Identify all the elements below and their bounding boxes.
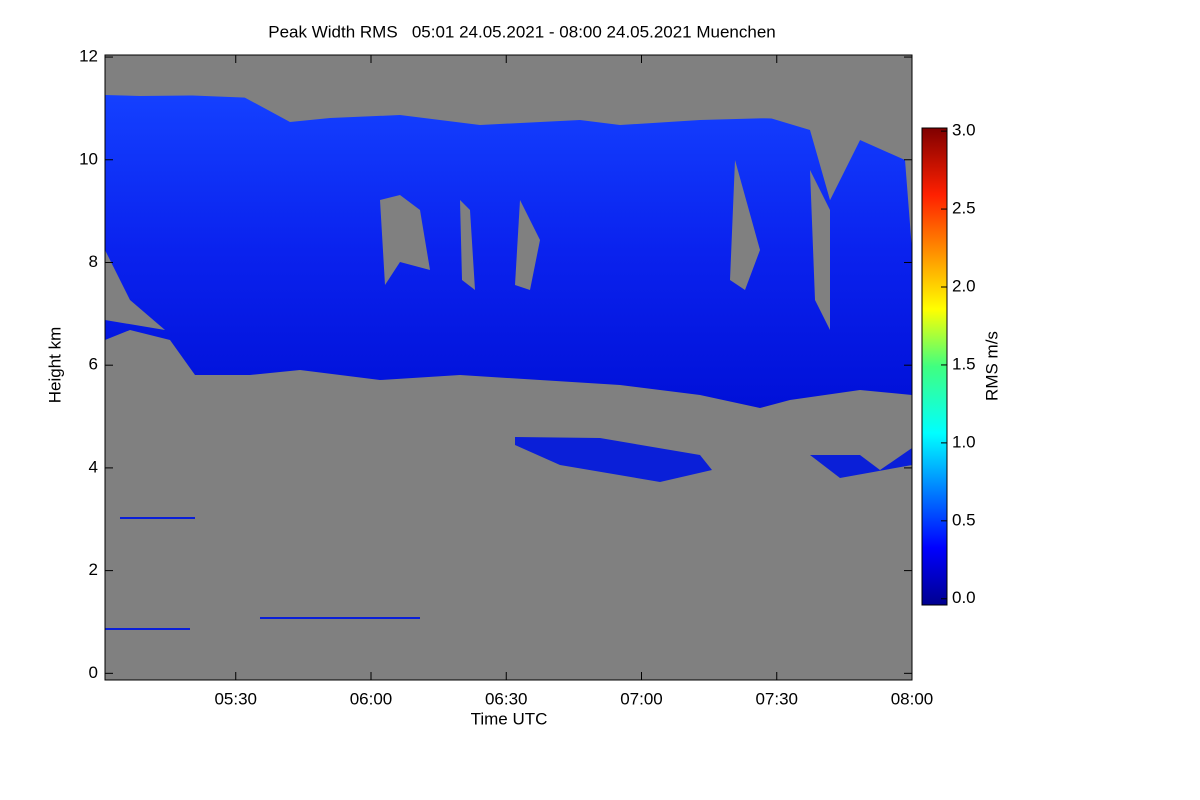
echo-region (515, 437, 712, 482)
y-tick-label: 2 (89, 560, 98, 579)
y-axis-label: Height km (45, 327, 64, 404)
colorbar-tick-label: 0.5 (952, 510, 976, 529)
echo-speck (105, 628, 190, 630)
x-tick-label: 07:30 (755, 689, 798, 708)
colorbar-label: RMS m/s (982, 331, 1001, 401)
echo-gap (730, 160, 760, 290)
echo-gap (515, 200, 540, 290)
plot-frame (104, 54, 913, 681)
colorbar-tick-label: 3.0 (952, 121, 976, 140)
y-tick-label: 0 (89, 663, 98, 682)
colorbar-tick-label: 2.5 (952, 199, 976, 218)
echo-gap (380, 195, 430, 285)
echo-layer (105, 60, 912, 630)
y-tick-label: 12 (79, 47, 98, 66)
echo-gap (810, 170, 830, 330)
colorbar-tick-label: 1.5 (952, 354, 976, 373)
x-axis-label: Time UTC (471, 709, 548, 728)
echo-gap (105, 60, 912, 200)
echo-region (105, 95, 912, 408)
y-tick-label: 8 (89, 252, 98, 271)
echo-speck (260, 617, 420, 619)
colorbar (921, 127, 948, 606)
x-tick-label: 06:00 (350, 689, 393, 708)
colorbar-tick-label: 1.0 (952, 432, 976, 451)
x-tick-label: 06:30 (485, 689, 528, 708)
x-tick-label: 08:00 (891, 689, 934, 708)
echo-region (810, 448, 912, 478)
colorbar-tick-label: 0.0 (952, 588, 976, 607)
x-tick-label: 07:00 (620, 689, 663, 708)
y-tick-label: 6 (89, 355, 98, 374)
x-tick-label: 05:30 (214, 689, 257, 708)
chart-title: Peak Width RMS 05:01 24.05.2021 - 08:00 … (268, 22, 776, 41)
echo-speck (120, 517, 195, 519)
y-tick-label: 10 (79, 149, 98, 168)
colorbar-tick-label: 2.0 (952, 276, 976, 295)
y-tick-label: 4 (89, 457, 98, 476)
echo-gap (460, 200, 475, 290)
